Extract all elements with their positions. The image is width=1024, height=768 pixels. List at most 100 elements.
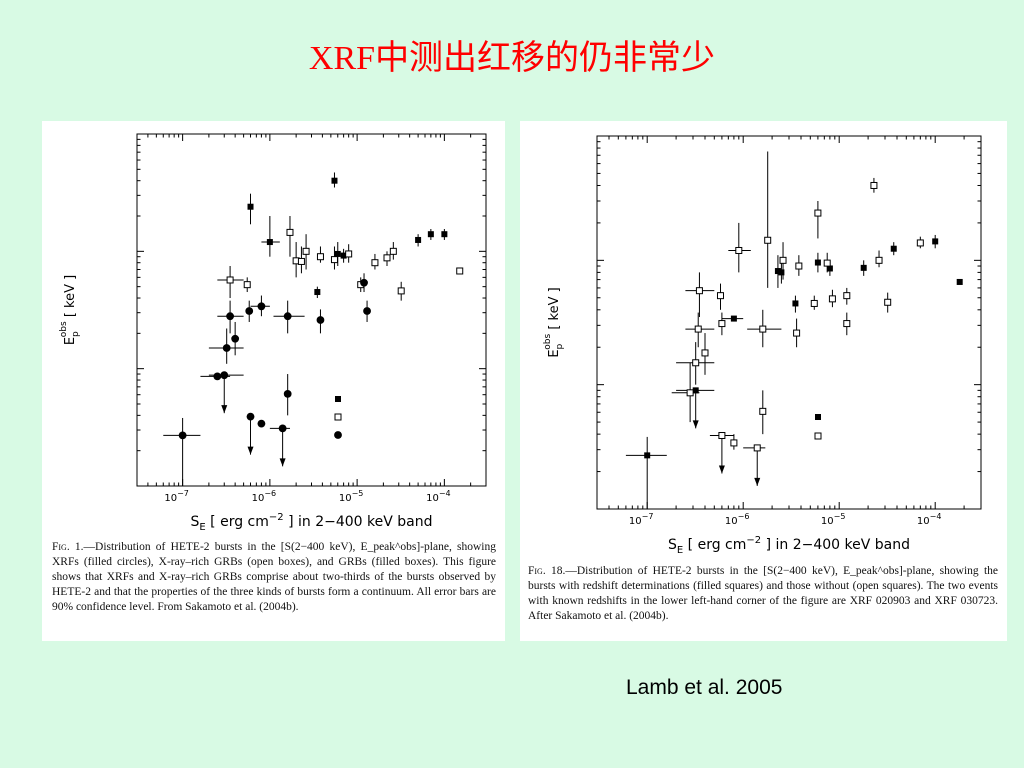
data-point [456,267,464,275]
y-axis-label: Epobs [ keV ] [543,287,565,357]
data-point [686,389,694,397]
data-point [316,253,324,261]
data-point [932,238,939,245]
data-point [774,268,781,275]
data-point [334,250,341,257]
data-point [814,209,822,217]
data-point [823,259,831,267]
data-point [257,302,266,311]
figure-panel-left: 10−7 10−6 10−5 10−4 SE [ erg cm−2 ] in 2−400… [42,121,505,641]
x-tick-base: 10 [426,493,439,504]
data-point [257,419,266,428]
data-point [330,256,338,264]
x-axis-label-part: [ erg cm [206,514,269,530]
y-axis-label-part: E [63,337,78,345]
upper-limit-arrow [754,477,761,486]
data-point [334,431,342,439]
data-point [875,256,883,264]
x-tick-base: 10 [917,516,930,527]
data-point [226,276,234,284]
series-2 [163,273,371,486]
plot-axes: 10−7 10−6 10−5 10−4SE [ erg cm−2 ] in 2−400… [543,135,982,556]
x-tick-exponent: −7 [177,489,189,498]
data-point [415,236,422,243]
data-point [730,439,738,447]
x-tick-exponent: −6 [738,512,750,521]
x-tick-base: 10 [725,516,738,527]
data-point [340,252,347,259]
x-axis-label-part: S [191,514,200,530]
data-point [753,444,761,452]
data-point [843,292,851,300]
data-point [389,247,397,255]
data-point [692,359,700,367]
x-tick-exponent: −4 [930,512,942,521]
data-point [331,177,338,184]
y-axis-label-part: [ keV ] [547,287,562,334]
figure-panel-right: 10−7 10−6 10−5 10−4 SE [ erg cm−2 ] in 2−400… [520,121,1007,641]
data-point [222,344,231,352]
data-point [178,431,187,440]
data-point [335,396,341,402]
data-point [245,307,254,315]
data-point [360,278,368,287]
x-tick-exponent: −6 [264,489,276,498]
data-point [226,312,234,321]
data-point [778,269,785,276]
data-point [795,262,803,270]
data-point [716,292,724,300]
data-point [397,287,405,295]
x-tick-base: 10 [821,516,834,527]
caption-label: Fig. 18. [528,565,566,577]
x-tick-base: 10 [252,493,265,504]
data-point [427,231,434,238]
data-point [345,250,353,258]
data-point [884,298,892,306]
x-tick-exponent: −7 [642,512,654,521]
x-tick-base: 10 [339,493,352,504]
data-point [695,287,703,295]
upper-limit-arrow [718,465,725,474]
data-point [694,325,702,333]
data-point [843,320,851,328]
data-point [692,387,699,394]
x-axis-label-part: ] in 2−400 keV band [284,514,433,530]
plot-frame [136,133,487,487]
data-point [735,246,743,254]
y-axis-label-part: obs [59,321,69,337]
series-0 [247,172,448,299]
x-tick-base: 10 [164,493,177,504]
x-tick-label: 10−7 [164,489,189,504]
data-point [243,281,251,289]
x-tick-base: 10 [629,516,642,527]
data-point [759,407,767,415]
y-axis-label-part: p [555,343,565,349]
data-point [718,320,726,328]
series-1 [217,216,464,301]
data-point [383,254,391,262]
caption-text: —Distribution of HETE-2 bursts in the [S… [52,541,496,613]
data-point [371,259,379,267]
x-axis-label: SE [ erg cm−2 ] in 2−400 keV band [191,512,433,533]
legend [814,414,822,440]
caption-right: Fig. 18.—Distribution of HETE-2 bursts i… [528,564,998,624]
x-axis-label-part: −2 [269,512,284,523]
credit-text: Lamb et al. 2005 [626,676,783,699]
x-tick-exponent: −5 [352,489,364,498]
chart-right: 10−7 10−6 10−5 10−4SE [ erg cm−2 ] in 2−400… [543,135,982,556]
x-axis-label-part: E [677,545,683,556]
data-point [860,264,867,271]
x-tick-exponent: −5 [834,512,846,521]
x-tick-label: 10−4 [426,489,451,504]
data-point [316,316,325,324]
legend [334,396,342,439]
data-point [730,315,737,322]
x-tick-exponent: −4 [439,489,451,498]
data-point [283,389,292,398]
x-tick-label: 10−5 [339,489,364,504]
data-point [810,299,818,307]
x-axis-label-part: ] in 2−400 keV band [761,537,910,553]
x-axis-label-part: [ erg cm [683,537,746,553]
caption-text: —Distribution of HETE-2 bursts in the [S… [528,565,998,622]
plot-frame [596,135,982,510]
